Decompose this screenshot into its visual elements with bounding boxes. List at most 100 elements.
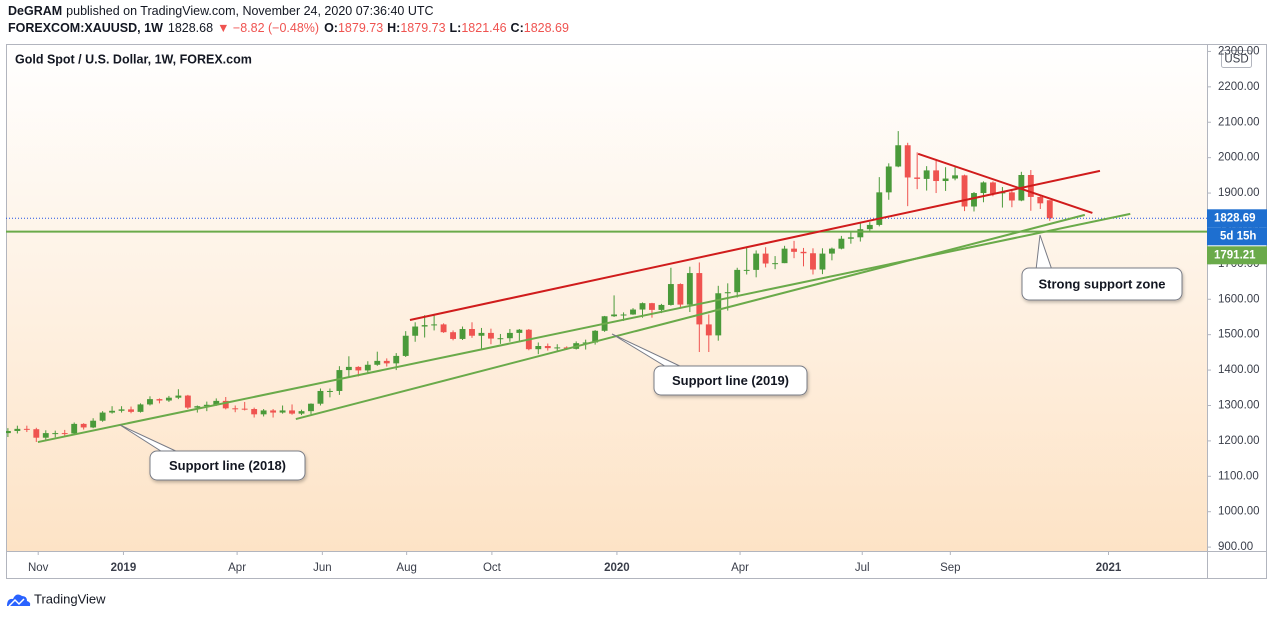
candle-body <box>544 346 551 349</box>
candle-body <box>857 229 864 238</box>
y-tick-label: 1300.00 <box>1218 400 1260 412</box>
candle-body <box>393 355 400 364</box>
candle-body <box>923 170 930 179</box>
candle-body <box>876 192 883 225</box>
horizontal-line-box <box>1207 246 1267 265</box>
candle-body <box>270 410 277 413</box>
last-price-label: 1828.69 <box>1214 212 1256 224</box>
chart-frame <box>6 44 1267 579</box>
price: 1828.68 <box>168 21 213 35</box>
trend-line <box>409 169 1101 321</box>
candle-body <box>828 248 835 254</box>
candle-body <box>506 332 513 339</box>
candle-body <box>658 304 665 310</box>
ohlc-value: 1879.73 <box>338 21 383 35</box>
candle-body <box>488 332 494 339</box>
candle-body <box>478 332 485 336</box>
trend-line <box>37 212 1131 444</box>
x-tick-label: Oct <box>483 562 502 574</box>
candle-body <box>241 408 248 410</box>
candle-body <box>336 370 343 391</box>
candle-body <box>308 403 314 412</box>
candle-body <box>961 175 968 207</box>
countdown: 5d 15h <box>1220 230 1256 242</box>
candle-body <box>649 303 655 310</box>
candle-body <box>99 412 106 421</box>
candle-body <box>14 428 21 431</box>
candle-body <box>497 338 504 340</box>
candle-body <box>156 399 163 401</box>
candle-body <box>222 400 229 409</box>
trend-line <box>295 213 1086 421</box>
candle-body <box>279 410 286 413</box>
x-tick-label: Apr <box>731 562 749 574</box>
candle-body <box>128 409 134 412</box>
candle-body <box>933 170 940 182</box>
candle-body <box>677 284 684 305</box>
candle-body <box>289 410 295 414</box>
candle-body <box>1046 200 1053 219</box>
candle-body <box>1008 192 1015 201</box>
candle-body <box>942 178 949 182</box>
candle-body <box>686 273 693 305</box>
author: DeGRAM <box>8 4 62 18</box>
candle-body <box>743 269 750 271</box>
candle-body <box>326 390 333 392</box>
y-tick-label: 2100.00 <box>1218 116 1260 128</box>
ohlc-key: O: <box>324 21 338 35</box>
y-tick-label: 1000.00 <box>1218 506 1260 518</box>
overlay: Support line (2018) Support line (2019) St… <box>119 234 1183 481</box>
candle-body <box>71 423 78 434</box>
countdown-box <box>1207 227 1267 246</box>
brand: TradingView <box>34 591 106 606</box>
candle-body <box>23 428 30 430</box>
candle-body <box>317 390 324 404</box>
candle-body <box>412 326 419 336</box>
symbol: FOREXCOM:XAUUSD, 1W <box>8 21 163 35</box>
last-price-box <box>1207 209 1267 228</box>
candle-body <box>175 395 182 398</box>
trend-line <box>917 152 1093 214</box>
callout-text: Support line (2019) <box>672 373 789 388</box>
x-tick-label: Aug <box>396 562 416 574</box>
candle-body <box>52 433 59 435</box>
candle-body <box>147 399 153 405</box>
x-tick-label: Sep <box>940 562 960 574</box>
candle-body <box>165 397 172 401</box>
candle-body <box>971 193 977 207</box>
ohlc-key: C: <box>511 21 524 35</box>
candle-body <box>118 409 125 411</box>
y-tick-label: 1400.00 <box>1218 364 1260 376</box>
chart-title: Gold Spot / U.S. Dollar, 1W, FOREX.com <box>15 52 252 66</box>
candle-body <box>866 224 873 230</box>
candle-body <box>611 314 618 317</box>
candle-body <box>592 330 599 343</box>
candle-body <box>696 273 703 325</box>
y-tick-label: 1200.00 <box>1218 435 1260 447</box>
candle-body <box>819 253 826 270</box>
candle-body <box>791 248 797 252</box>
candle-body <box>90 420 97 428</box>
candle-body <box>298 411 305 414</box>
y-tick-label: 2000.00 <box>1218 152 1260 164</box>
candle-body <box>800 251 807 254</box>
x-tick-label: Apr <box>228 562 246 574</box>
candle-body <box>914 177 921 179</box>
candle-body <box>80 423 87 428</box>
candle-body <box>952 175 958 179</box>
callout-box <box>653 365 808 396</box>
candle-body <box>184 395 191 408</box>
candle-body <box>990 182 996 194</box>
y-tick-label: 1500.00 <box>1218 329 1260 341</box>
x-tick-label: 2019 <box>111 562 137 574</box>
candle-body <box>364 364 371 371</box>
currency-box <box>1221 50 1252 68</box>
candle-body <box>980 182 987 194</box>
candle-body <box>810 253 816 270</box>
tradingview-logo <box>7 594 31 607</box>
candle-body <box>440 324 447 333</box>
x-tick-label: 2020 <box>604 562 630 574</box>
callout-text: Support line (2018) <box>169 458 286 473</box>
x-tick-label: 2021 <box>1096 562 1122 574</box>
